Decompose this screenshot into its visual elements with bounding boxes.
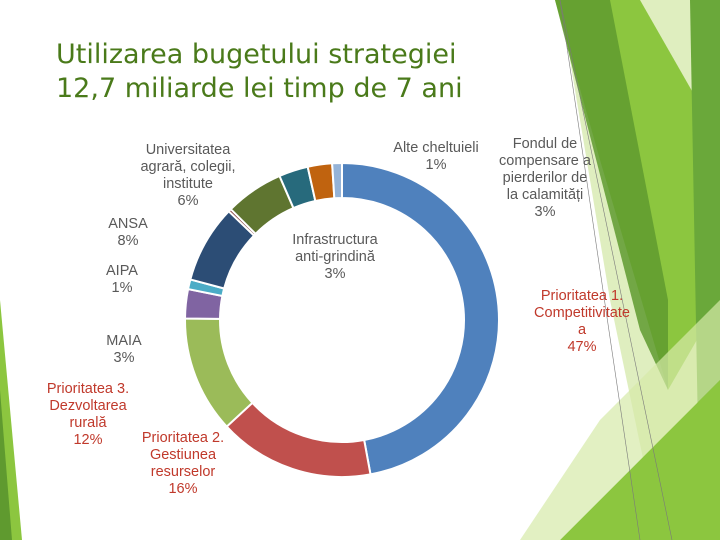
label-p1: Prioritatea 1. Competitivitate a 47% xyxy=(520,288,644,356)
label-p3-line: rurală xyxy=(69,415,107,431)
label-p2: Prioritatea 2. Gestiunea resurselor 16% xyxy=(128,430,238,498)
label-p2-line: Prioritatea 2. xyxy=(141,430,225,446)
label-p2-line: resurselor xyxy=(150,464,216,480)
label-p3-line: Prioritatea 3. xyxy=(46,381,130,397)
page-title: Utilizarea bugetului strategiei 12,7 mil… xyxy=(56,38,463,106)
label-p3-value: 12% xyxy=(73,432,103,448)
label-univ-line: Universitatea xyxy=(145,142,231,158)
deco-bottom-right-light xyxy=(520,300,720,540)
label-infra: Infrastructura anti-grindină 3% xyxy=(276,232,394,283)
label-aipa: AIPA 1% xyxy=(94,263,150,297)
label-fond-line: la calamități xyxy=(506,187,584,203)
label-ansa-line: ANSA xyxy=(108,216,148,232)
label-p3-line: Dezvoltarea xyxy=(49,398,127,414)
label-aipa-line: AIPA xyxy=(106,263,138,279)
label-ansa-value: 8% xyxy=(117,233,139,249)
deco-line-1 xyxy=(559,0,673,540)
label-aipa-value: 1% xyxy=(111,280,133,296)
label-fond: Fondul de compensare a pierderilor de la… xyxy=(482,136,608,221)
slice-p1 xyxy=(341,161,500,476)
label-maia: MAIA 3% xyxy=(96,333,152,367)
label-fond-line: Fondul de xyxy=(512,136,578,152)
slice-alte xyxy=(331,161,343,200)
label-alte: Alte cheltuieli 1% xyxy=(380,140,492,174)
label-infra-line: anti-grindină xyxy=(295,249,375,265)
deco-dark-band xyxy=(555,0,668,390)
label-univ-line: agrară, colegii, xyxy=(140,159,236,175)
label-ansa: ANSA 8% xyxy=(100,216,156,250)
slice-p3 xyxy=(184,317,254,428)
label-p2-line: Gestiunea xyxy=(149,447,217,463)
label-fond-value: 3% xyxy=(534,204,556,220)
label-p1-line: Prioritatea 1. xyxy=(540,288,624,304)
slice-p2 xyxy=(225,401,372,478)
label-infra-line: Infrastructura xyxy=(292,232,378,248)
label-univ: Universitatea agrară, colegii, institute… xyxy=(124,142,252,210)
label-alte-line: Alte cheltuieli xyxy=(393,140,479,156)
label-p3: Prioritatea 3. Dezvoltarea rurală 12% xyxy=(32,381,144,449)
label-p2-value: 16% xyxy=(168,481,198,497)
title-line-1: Utilizarea bugetului strategiei xyxy=(56,39,457,70)
label-infra-value: 3% xyxy=(324,266,346,282)
label-univ-value: 6% xyxy=(177,193,199,209)
label-maia-line: MAIA xyxy=(106,333,142,349)
label-p1-line: a xyxy=(577,322,587,338)
label-maia-value: 3% xyxy=(113,350,135,366)
label-univ-line: institute xyxy=(163,176,213,192)
deco-left-dark xyxy=(0,390,12,540)
donut-slices xyxy=(183,161,500,478)
label-fond-line: pierderilor de xyxy=(502,170,588,186)
label-alte-value: 1% xyxy=(425,157,447,173)
label-fond-line: compensare a xyxy=(499,153,591,169)
label-p1-line: Competitivitate xyxy=(534,305,630,321)
label-p1-value: 47% xyxy=(567,339,597,355)
deco-line-2 xyxy=(559,0,641,540)
title-line-2: 12,7 miliarde lei timp de 7 ani xyxy=(56,73,463,104)
